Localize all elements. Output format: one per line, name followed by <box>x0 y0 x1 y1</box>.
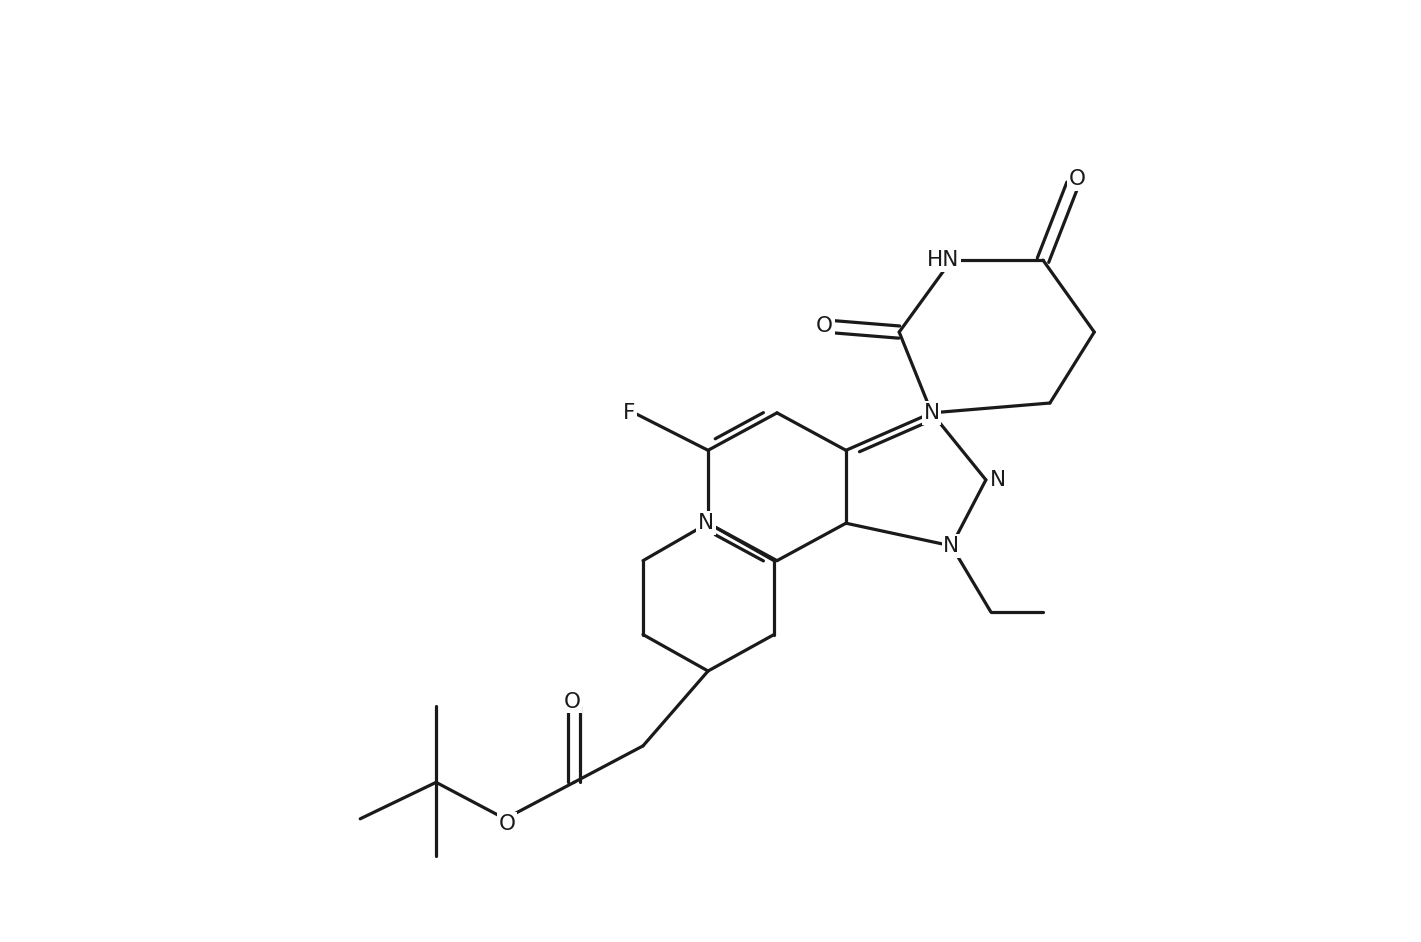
Text: O: O <box>564 691 581 711</box>
Text: HN: HN <box>928 251 959 270</box>
Text: N: N <box>698 513 715 533</box>
Text: O: O <box>816 317 833 336</box>
Text: N: N <box>924 403 939 423</box>
Text: F: F <box>622 403 635 423</box>
Text: N: N <box>944 536 959 556</box>
Text: N: N <box>989 470 1006 490</box>
Text: O: O <box>1069 170 1086 189</box>
Text: O: O <box>499 814 516 834</box>
